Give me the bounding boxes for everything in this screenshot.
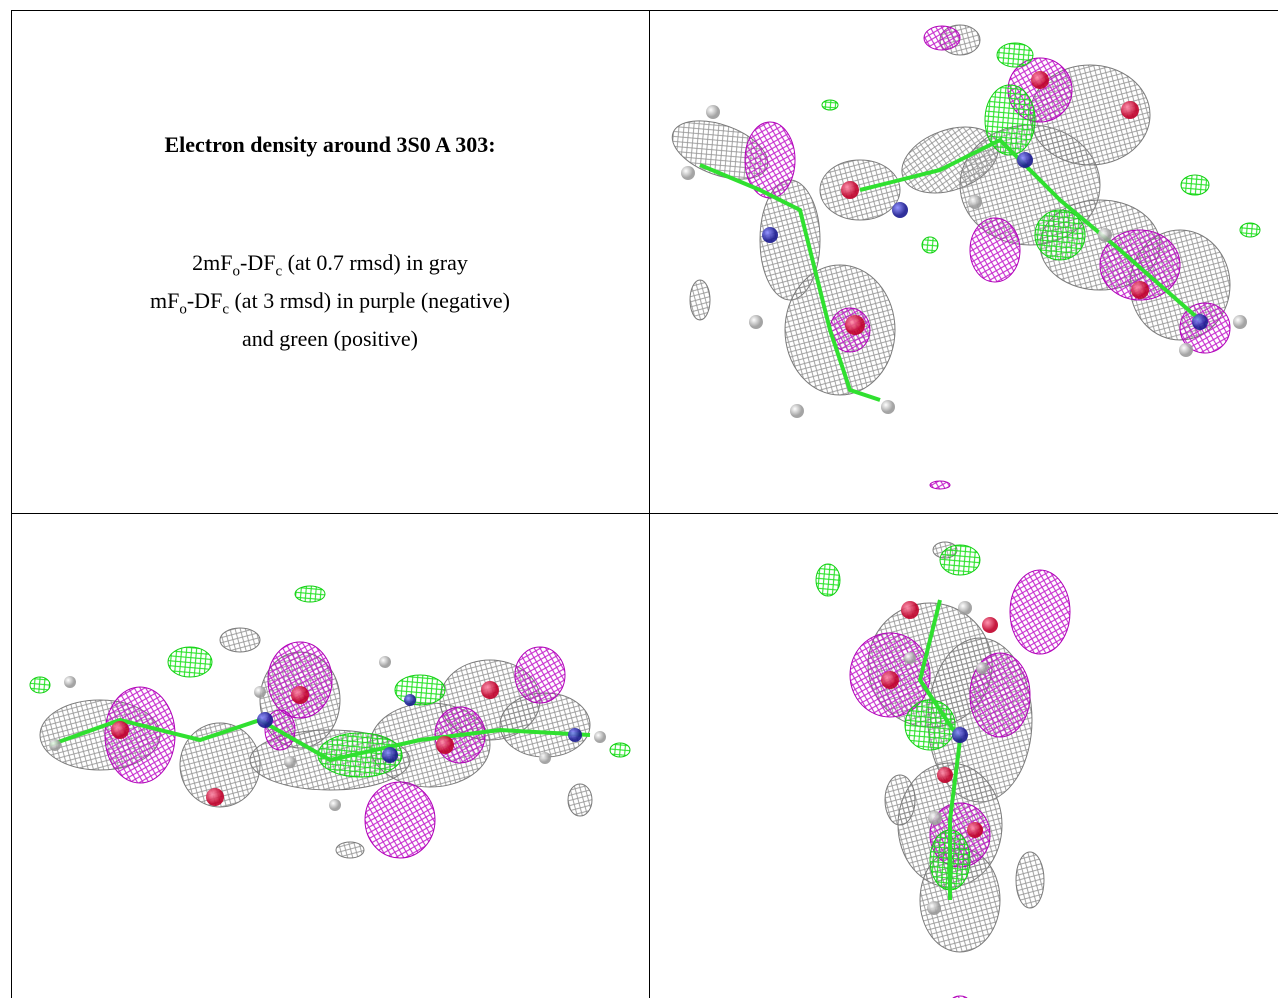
legend-text: mF: [150, 288, 180, 313]
hydrogen-atom: [254, 686, 266, 698]
nitrogen-atom: [952, 727, 968, 743]
green-mesh: [394, 674, 446, 706]
green-mesh: [984, 84, 1036, 156]
gray-mesh: [567, 783, 593, 817]
nitrogen-atom: [1192, 314, 1208, 330]
green-mesh: [996, 42, 1034, 68]
green-mesh: [815, 563, 841, 597]
purple-mesh: [1009, 569, 1071, 655]
purple-mesh: [267, 641, 333, 719]
hydrogen-atom: [1233, 315, 1247, 329]
legend-text: (at 0.7 rmsd) in gray: [282, 250, 468, 275]
bond: [859, 137, 1202, 322]
hydrogen-atom: [904, 652, 916, 664]
table-borders: [11, 10, 1278, 998]
hydrogen-atom: [1098, 228, 1112, 242]
gray-mesh: [335, 841, 365, 859]
hydrogen-atom: [958, 601, 972, 615]
oxygen-atom: [111, 721, 129, 739]
hydrogen-atom: [749, 315, 763, 329]
nitrogen-atom: [404, 694, 416, 706]
hydrogen-atom: [927, 901, 941, 915]
nitrogen-atom: [762, 227, 778, 243]
hydrogen-atom: [284, 756, 296, 768]
gray-mesh: [689, 279, 711, 321]
purple-mesh: [929, 480, 951, 490]
hydrogen-atom: [706, 105, 720, 119]
hydrogen-atom: [881, 400, 895, 414]
density-renderings: [29, 24, 1261, 998]
oxygen-atom: [841, 181, 859, 199]
legend-text: -DF: [186, 288, 223, 313]
purple-mesh: [744, 121, 796, 199]
legend-text: and green (positive): [242, 326, 418, 351]
green-mesh: [294, 585, 326, 603]
hydrogen-atom: [968, 195, 982, 209]
oxygen-atom: [206, 788, 224, 806]
gray-mesh: [1015, 851, 1045, 909]
oxygen-atom: [436, 736, 454, 754]
hydrogen-atom: [928, 811, 942, 825]
green-mesh: [821, 99, 839, 111]
purple-mesh: [923, 25, 961, 51]
green-mesh: [29, 676, 51, 694]
green-mesh: [921, 236, 939, 254]
oxygen-atom: [481, 681, 499, 699]
purple-mesh: [969, 217, 1021, 283]
legend-line: and green (positive): [11, 326, 649, 352]
nitrogen-atom: [892, 202, 908, 218]
purple-mesh: [514, 646, 566, 704]
green-mesh: [904, 699, 956, 751]
legend-text: 2mF: [192, 250, 233, 275]
legend-line: 2mFo-DFc (at 0.7 rmsd) in gray: [11, 250, 649, 280]
green-mesh: [1239, 222, 1261, 238]
oxygen-atom: [1121, 101, 1139, 119]
oxygen-atom: [1031, 71, 1049, 89]
oxygen-atom: [982, 617, 998, 633]
oxygen-atom: [881, 671, 899, 689]
hydrogen-atom: [379, 656, 391, 668]
oxygen-atom: [845, 315, 865, 335]
nitrogen-atom: [568, 728, 582, 742]
hydrogen-atom: [539, 752, 551, 764]
green-mesh: [1034, 209, 1086, 261]
purple-mesh: [364, 781, 436, 859]
legend-line: mFo-DFc (at 3 rmsd) in purple (negative): [11, 288, 649, 318]
hydrogen-atom: [594, 731, 606, 743]
green-mesh: [167, 646, 213, 678]
oxygen-atom: [967, 822, 983, 838]
hydrogen-atom: [49, 739, 61, 751]
oxygen-atom: [937, 767, 953, 783]
hydrogen-atom: [1179, 343, 1193, 357]
nitrogen-atom: [382, 747, 398, 763]
oxygen-atom: [901, 601, 919, 619]
gray-mesh: [219, 627, 261, 653]
legend-text: -DF: [240, 250, 276, 275]
nitrogen-atom: [257, 712, 273, 728]
hydrogen-atom: [681, 166, 695, 180]
subscript: o: [179, 301, 187, 318]
green-mesh: [1180, 174, 1210, 196]
gray-mesh: [884, 774, 916, 826]
oxygen-atom: [291, 686, 309, 704]
subscript: c: [222, 301, 229, 318]
hydrogen-atom: [64, 676, 76, 688]
nitrogen-atom: [1017, 152, 1033, 168]
subscript: o: [232, 263, 241, 280]
hydrogen-atom: [329, 799, 341, 811]
purple-mesh: [969, 652, 1031, 738]
caption-title: Electron density around 3S0 A 303:: [164, 132, 496, 157]
subscript: c: [275, 263, 283, 280]
green-mesh: [939, 544, 981, 576]
bond: [49, 717, 591, 763]
bond: [699, 163, 881, 402]
oxygen-atom: [1131, 281, 1149, 299]
green-mesh: [609, 742, 631, 758]
hydrogen-atom: [976, 662, 988, 674]
hydrogen-atom: [790, 404, 804, 418]
legend-text: (at 3 rmsd) in purple (negative): [228, 288, 510, 313]
